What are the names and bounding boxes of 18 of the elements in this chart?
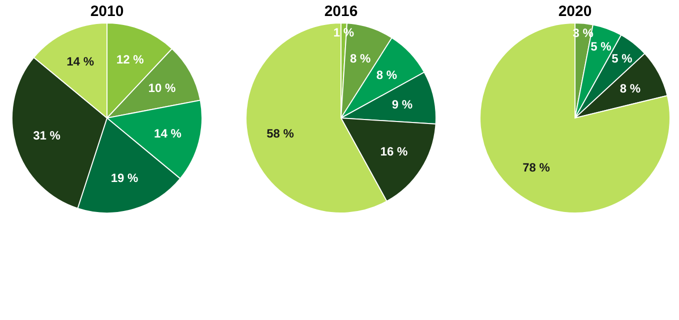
chart-title: 2020 xyxy=(558,3,592,20)
data-label: 5 % xyxy=(590,40,612,54)
data-label: 8 % xyxy=(620,81,641,96)
data-label: 31 % xyxy=(33,128,61,142)
data-label: 78 % xyxy=(522,160,550,174)
data-label: 14 % xyxy=(154,126,182,141)
data-label: 19 % xyxy=(110,171,138,186)
data-label: 9 % xyxy=(392,97,413,112)
data-label: 14 % xyxy=(66,54,94,68)
data-label: 10 % xyxy=(148,80,176,95)
chart-title: 2010 xyxy=(90,3,124,20)
data-label: 58 % xyxy=(266,126,294,141)
data-label: 5 % xyxy=(612,51,633,66)
data-label: 8 % xyxy=(350,51,372,66)
data-label: 16 % xyxy=(380,144,408,159)
chart-title: 2016 xyxy=(324,3,358,20)
data-label: 12 % xyxy=(116,52,144,67)
data-label: 8 % xyxy=(376,68,398,82)
